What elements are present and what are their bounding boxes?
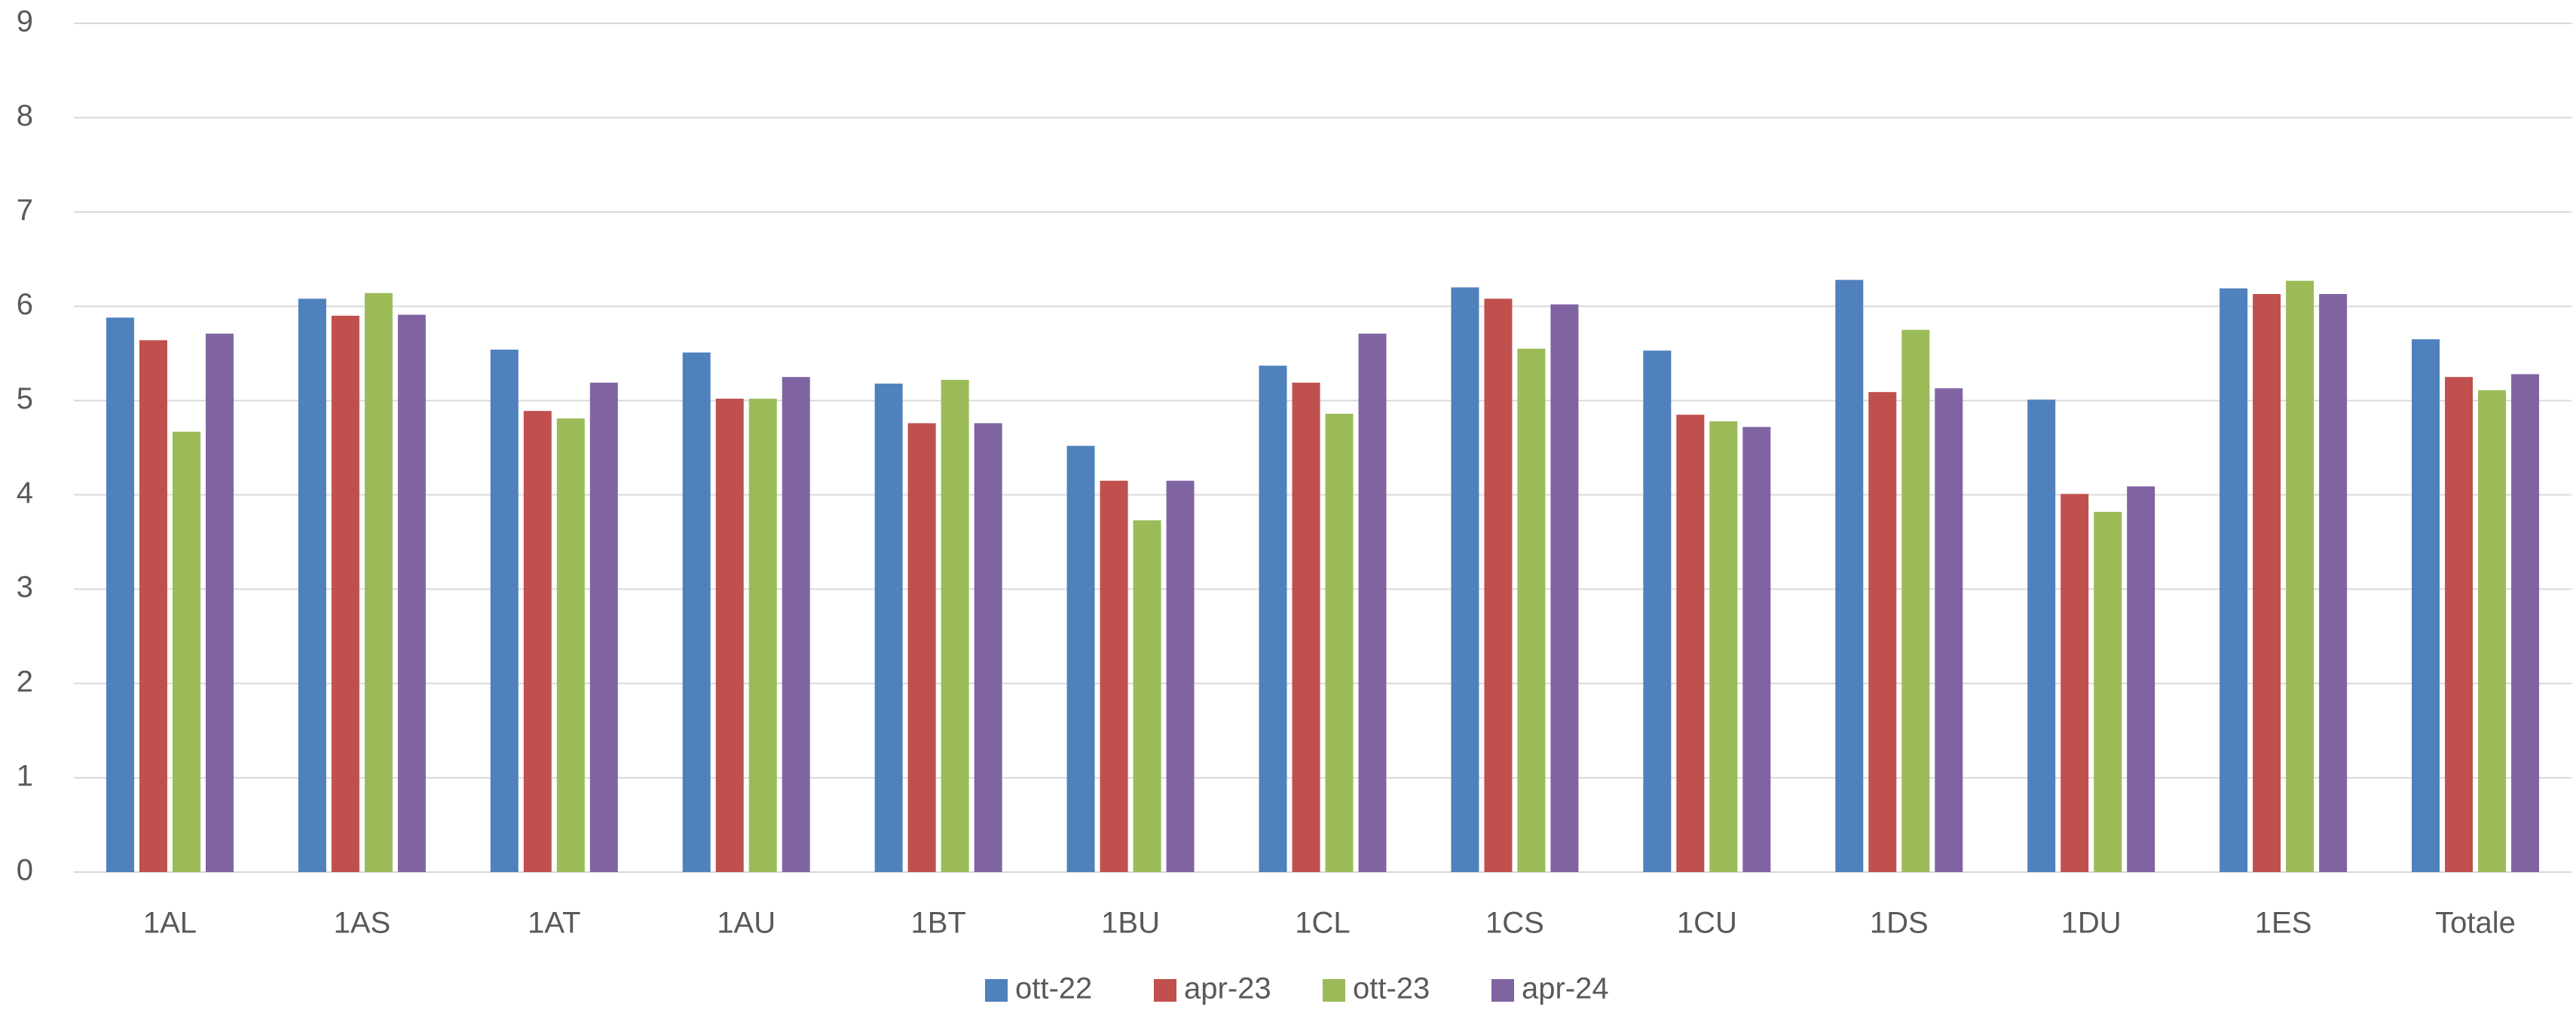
bar [941,379,969,872]
bar [1868,392,1897,872]
bar [1358,333,1387,872]
y-tick-label: 9 [17,5,33,38]
y-tick-label: 3 [17,571,33,604]
y-tick-label: 1 [17,759,33,792]
bar [1517,348,1546,873]
bar [205,333,234,872]
y-tick-label: 7 [17,194,33,227]
x-tick-label: 1AT [528,907,580,940]
legend-label: ott-23 [1353,972,1430,1005]
bar [2127,486,2155,872]
x-tick-label: 1CS [1485,907,1544,940]
bar [907,423,936,872]
bar [397,314,426,872]
y-tick-label: 4 [17,476,33,510]
bar [2445,377,2474,873]
bar [1066,445,1095,872]
bar [331,315,359,872]
legend-label: apr-23 [1184,972,1271,1005]
x-tick-label: 1DU [2061,907,2122,940]
bar [874,383,903,872]
bar [2253,294,2281,873]
bar [2511,374,2540,872]
bar [139,340,167,873]
bar [1100,480,1128,872]
legend-swatch [1154,979,1176,1002]
bar [782,377,810,873]
bar [1484,298,1513,872]
bar [2319,294,2348,873]
bar [2094,512,2122,872]
bar [1835,280,1864,872]
bar [298,298,326,872]
y-tick-label: 5 [17,382,33,415]
bar [172,431,200,872]
bar [364,292,393,873]
bar [748,398,777,872]
x-tick-label: 1BU [1101,907,1160,940]
x-tick-label: 1BT [910,907,965,940]
bar [1259,366,1287,872]
bar [2412,339,2440,873]
legend-swatch [985,979,1008,1002]
bar [1643,350,1672,872]
bar [556,418,585,872]
y-tick-label: 2 [17,665,33,698]
bar [2060,494,2089,872]
bar [1292,382,1320,872]
bar [974,423,1002,872]
bar [1133,520,1161,872]
bar [2027,399,2056,872]
y-tick-label: 6 [17,288,33,321]
bar [2286,280,2314,872]
legend-swatch [1323,979,1345,1002]
bar [523,411,552,872]
bar [589,382,618,872]
bar [1676,415,1705,872]
bar [1550,304,1579,872]
y-tick-label: 8 [17,99,33,133]
bar [1325,413,1354,872]
x-tick-label: 1AU [717,907,776,940]
y-tick-label: 0 [17,854,33,887]
legend-label: ott-22 [1015,972,1092,1005]
x-tick-label: 1ES [2255,907,2312,940]
legend-label: apr-24 [1522,972,1609,1005]
bar [1709,421,1738,872]
legend-swatch [1491,979,1514,1002]
bar [1451,287,1479,872]
bar [682,352,711,872]
bar [2220,288,2248,872]
bar [2478,390,2507,872]
x-tick-label: Totale [2435,907,2516,940]
bar [1935,388,1963,872]
x-tick-label: 1CL [1295,907,1350,940]
bar [1742,427,1771,872]
bar [490,349,519,873]
x-tick-label: 1AL [143,907,197,940]
x-tick-label: 1CU [1677,907,1737,940]
bar [715,398,744,872]
x-tick-label: 1AS [334,907,391,940]
bar [106,317,134,872]
x-tick-label: 1DS [1870,907,1929,940]
bar [1166,480,1195,872]
bar [1901,329,1930,873]
